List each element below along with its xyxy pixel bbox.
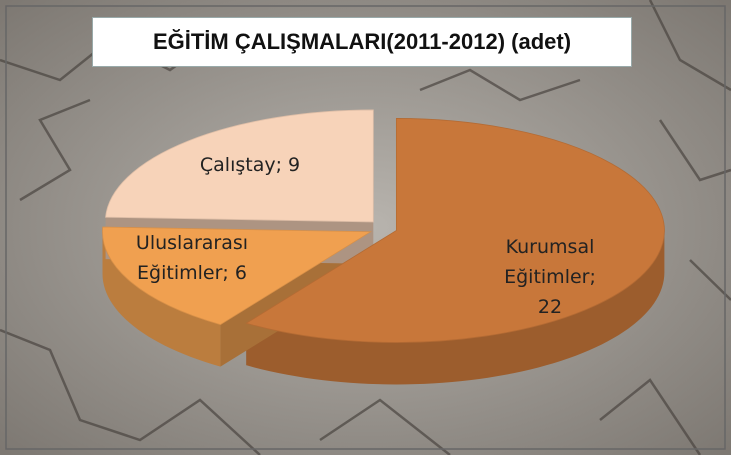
chart-canvas (0, 0, 731, 455)
chart-title: EĞİTİM ÇALIŞMALARI(2011-2012) (adet) (92, 17, 632, 67)
data-label: Uluslararası Eğitimler; 6 (112, 228, 272, 288)
chart: EĞİTİM ÇALIŞMALARI(2011-2012) (adet) Kur… (0, 0, 731, 455)
data-label: Çalıştay; 9 (180, 150, 320, 180)
data-label: Kurumsal Eğitimler; 22 (490, 232, 610, 322)
